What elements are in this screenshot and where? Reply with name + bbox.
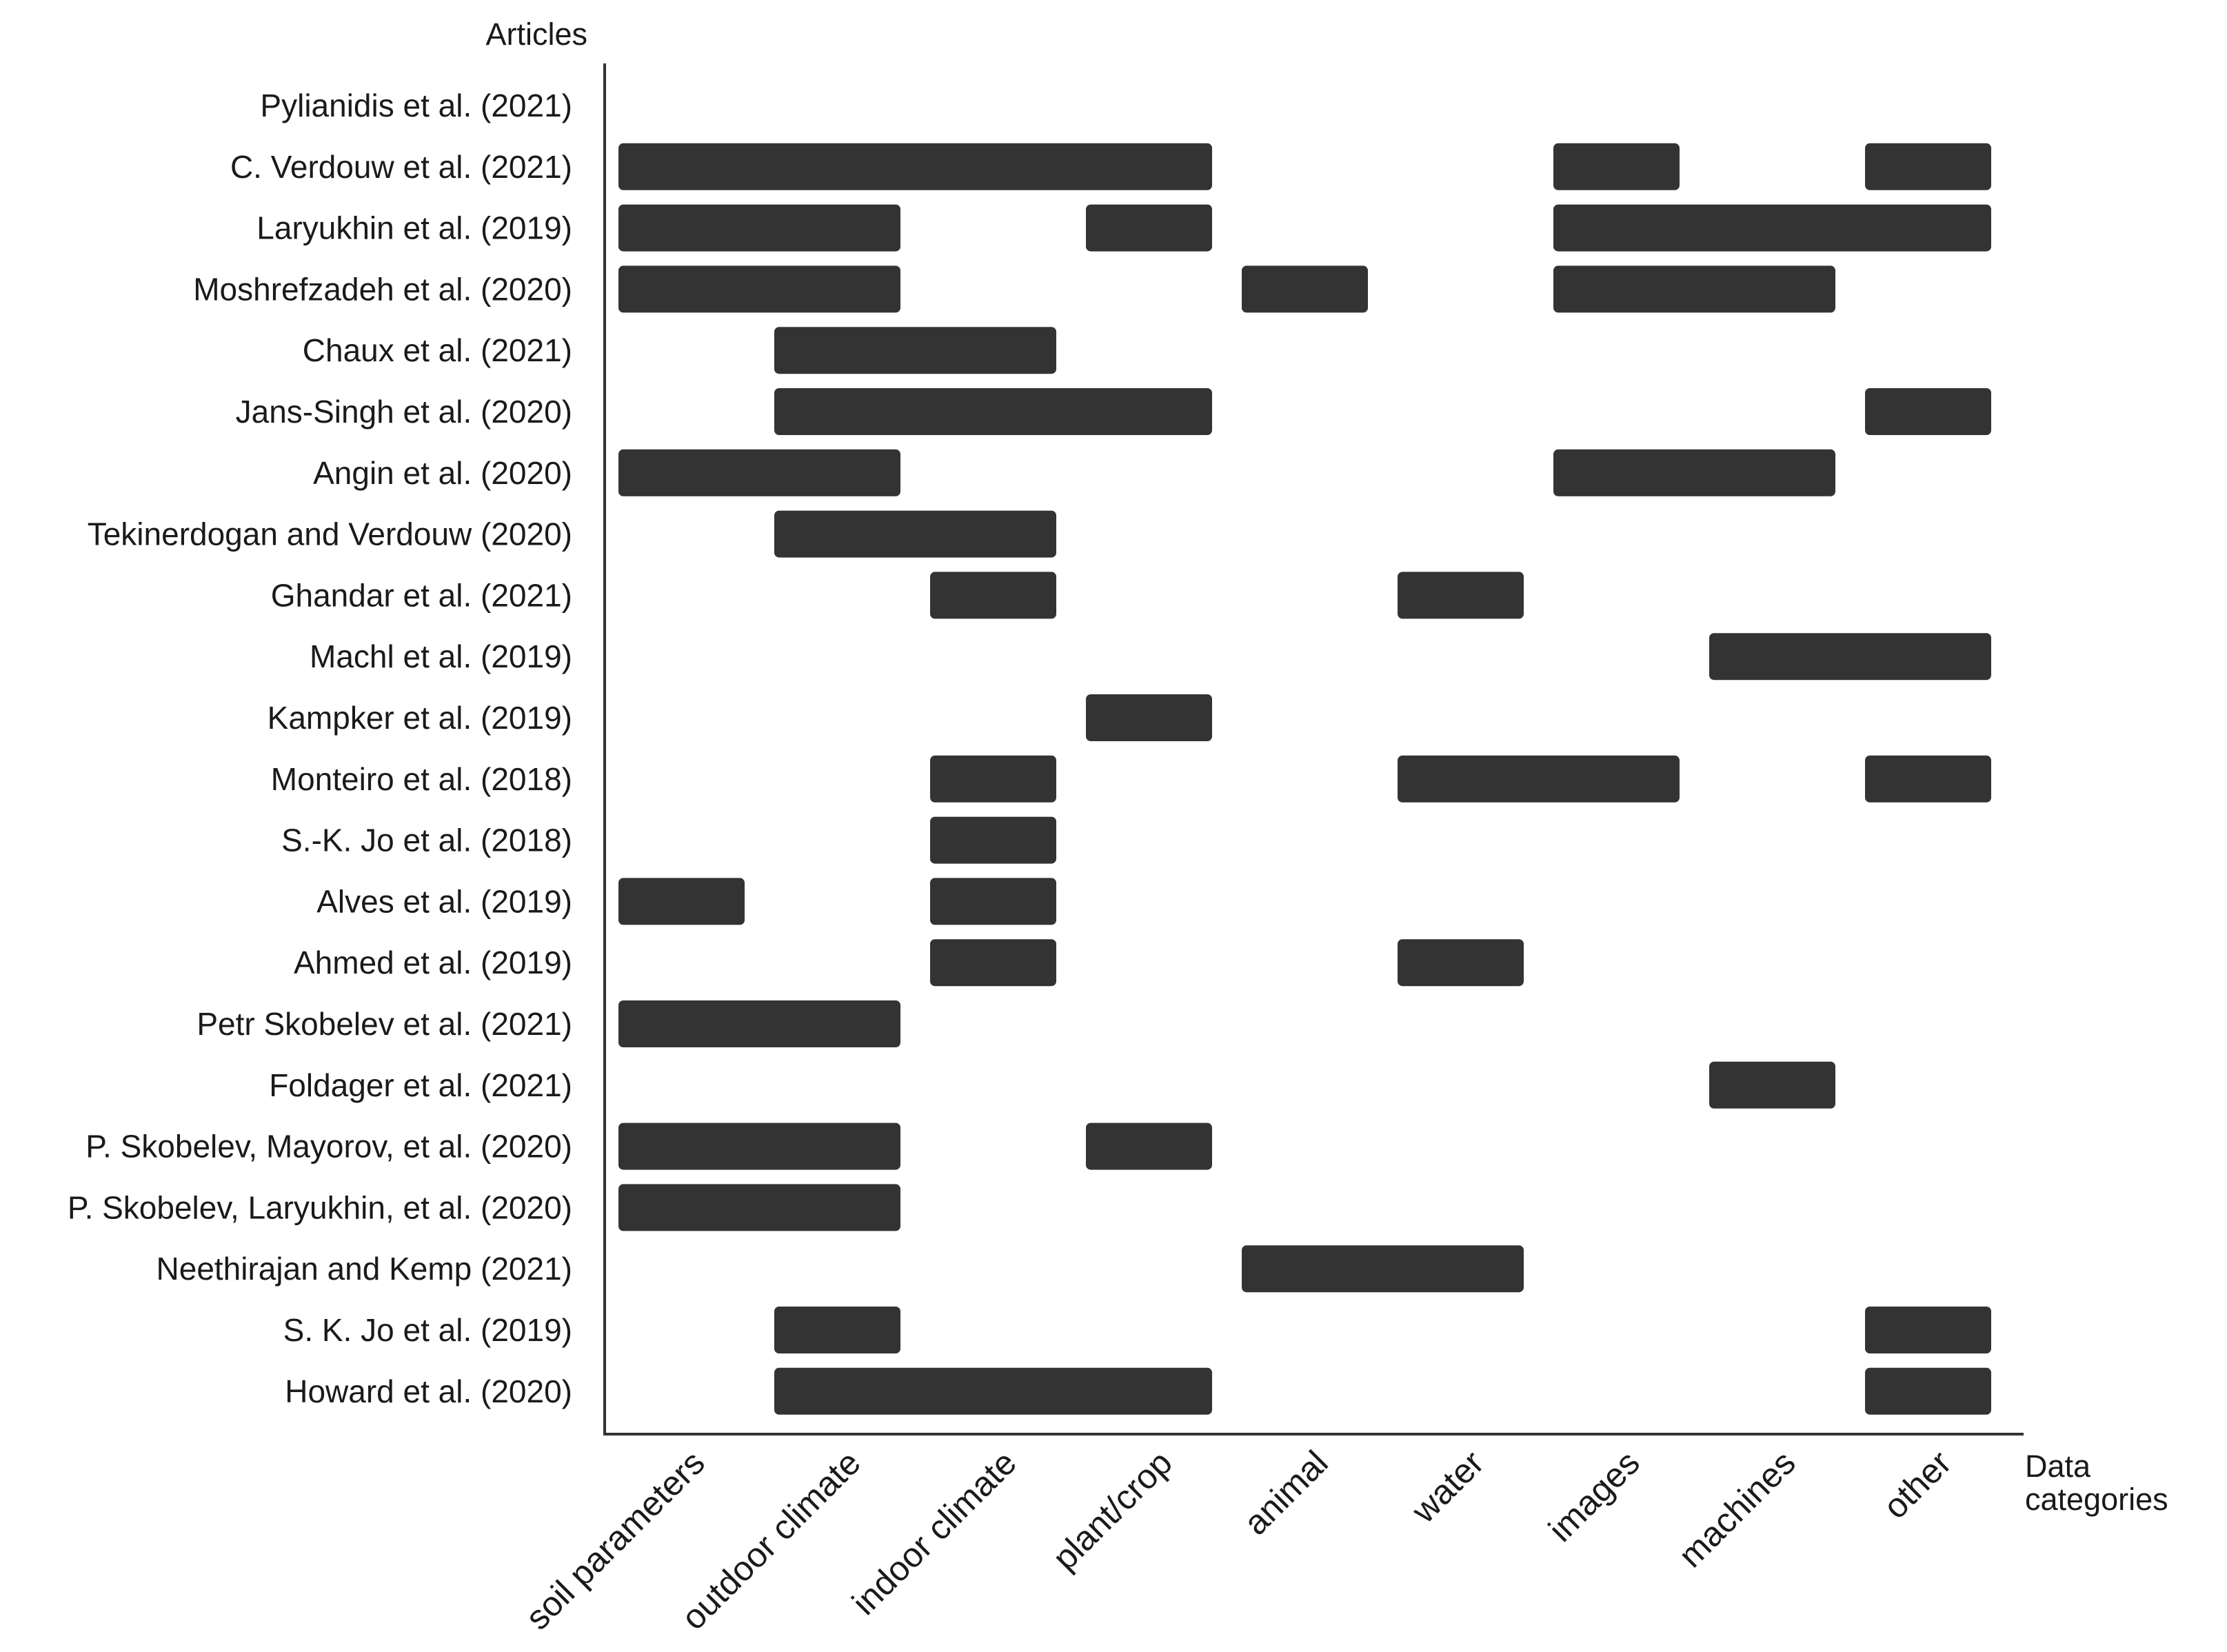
row-label-s-k-jo-et-al-2018: S.-K. Jo et al. (2018) — [281, 823, 572, 858]
row-label-neethirajan-and-kemp-2021: Neethirajan and Kemp (2021) — [157, 1251, 572, 1287]
x-axis-title: Data categories — [2025, 1449, 2168, 1517]
row-label-laryukhin-et-al-2019: Laryukhin et al. (2019) — [256, 210, 572, 246]
row-label-machl-et-al-2019: Machl et al. (2019) — [310, 638, 572, 674]
row-label-moshrefzadeh-et-al-2020: Moshrefzadeh et al. (2020) — [193, 271, 572, 307]
bar-jans-singh-et-al-2020-outdoor-climate-to-plant-crop — [774, 388, 1212, 435]
bar-chaux-et-al-2021-outdoor-climate-to-indoor-climate — [774, 327, 1056, 374]
bar-ghandar-et-al-2021-water — [1398, 572, 1524, 619]
bar-moshrefzadeh-et-al-2020-animal — [1242, 265, 1368, 313]
bar-c-verdouw-et-al-2021-images — [1553, 143, 1680, 190]
bar-monteiro-et-al-2018-indoor-climate — [930, 755, 1056, 803]
bar-machl-et-al-2019-machines-to-other — [1709, 633, 1991, 681]
bar-laryukhin-et-al-2019-soil-parameters-to-outdoor-climate — [618, 204, 900, 252]
bar-kampker-et-al-2019-plant-crop — [1086, 694, 1212, 741]
bar-angin-et-al-2020-soil-parameters-to-outdoor-climate — [618, 449, 900, 496]
row-label-alves-et-al-2019: Alves et al. (2019) — [316, 883, 572, 919]
bars-group — [618, 143, 1991, 1415]
column-label-plant-crop: plant/crop — [1045, 1443, 1180, 1578]
bar-c-verdouw-et-al-2021-soil-parameters-to-plant-crop — [618, 143, 1212, 190]
row-label-p-skobelev-mayorov-et-al-2020: P. Skobelev, Mayorov, et al. (2020) — [85, 1129, 572, 1165]
row-label-pylianidis-et-al-2021: Pylianidis et al. (2021) — [260, 88, 572, 123]
bar-moshrefzadeh-et-al-2020-soil-parameters-to-outdoor-climate — [618, 265, 900, 313]
bar-neethirajan-and-kemp-2021-animal-to-water — [1242, 1245, 1524, 1293]
column-label-animal: animal — [1236, 1443, 1336, 1542]
bar-c-verdouw-et-al-2021-other — [1865, 143, 1991, 190]
row-label-tekinerdogan-and-verdouw-2020: Tekinerdogan and Verdouw (2020) — [88, 516, 572, 552]
x-axis-title-line-2: categories — [2025, 1482, 2168, 1517]
bar-ahmed-et-al-2019-indoor-climate — [930, 939, 1056, 987]
bar-s-k-jo-et-al-2019-outdoor-climate — [774, 1307, 900, 1353]
row-label-chaux-et-al-2021: Chaux et al. (2021) — [303, 332, 572, 368]
bar-alves-et-al-2019-soil-parameters — [618, 878, 745, 925]
row-label-angin-et-al-2020: Angin et al. (2020) — [313, 455, 572, 491]
bar-laryukhin-et-al-2019-plant-crop — [1086, 204, 1212, 252]
bar-p-skobelev-mayorov-et-al-2020-plant-crop — [1086, 1122, 1212, 1170]
column-label-water: water — [1404, 1443, 1491, 1531]
bar-howard-et-al-2020-outdoor-climate-to-plant-crop — [774, 1367, 1212, 1415]
row-labels-group: Pylianidis et al. (2021) C. Verdouw et al… — [68, 88, 572, 1409]
row-label-petr-skobelev-et-al-2021: Petr Skobelev et al. (2021) — [196, 1006, 572, 1042]
bar-s-k-jo-et-al-2018-indoor-climate — [930, 816, 1056, 864]
row-label-ahmed-et-al-2019: Ahmed et al. (2019) — [294, 945, 572, 980]
row-label-ghandar-et-al-2021: Ghandar et al. (2021) — [271, 577, 572, 613]
column-label-indoor-climate: indoor climate — [845, 1443, 1024, 1622]
bar-foldager-et-al-2021-machines — [1709, 1061, 1835, 1109]
row-label-kampker-et-al-2019: Kampker et al. (2019) — [268, 700, 572, 736]
bar-s-k-jo-et-al-2019-other — [1865, 1307, 1991, 1353]
bar-howard-et-al-2020-other — [1865, 1367, 1991, 1415]
row-label-c-verdouw-et-al-2021: C. Verdouw et al. (2021) — [230, 149, 572, 185]
x-axis-title-line-1: Data — [2025, 1449, 2091, 1484]
column-label-other: other — [1876, 1443, 1959, 1526]
bar-p-skobelev-laryukhin-et-al-2020-soil-parameters-to-outdoor-climate — [618, 1184, 900, 1231]
row-label-howard-et-al-2020: Howard et al. (2020) — [285, 1373, 572, 1409]
bar-angin-et-al-2020-images-to-machines — [1553, 449, 1835, 496]
row-label-foldager-et-al-2021: Foldager et al. (2021) — [269, 1067, 572, 1103]
bar-jans-singh-et-al-2020-other — [1865, 388, 1991, 435]
bar-p-skobelev-mayorov-et-al-2020-soil-parameters-to-outdoor-climate — [618, 1122, 900, 1170]
bar-monteiro-et-al-2018-other — [1865, 755, 1991, 803]
bar-alves-et-al-2019-indoor-climate — [930, 878, 1056, 925]
row-label-monteiro-et-al-2018: Monteiro et al. (2018) — [271, 761, 572, 797]
bar-moshrefzadeh-et-al-2020-images-to-machines — [1553, 265, 1835, 313]
row-label-p-skobelev-laryukhin-et-al-2020: P. Skobelev, Laryukhin, et al. (2020) — [68, 1189, 572, 1225]
row-label-s-k-jo-et-al-2019: S. K. Jo et al. (2019) — [283, 1312, 572, 1348]
row-label-jans-singh-et-al-2020: Jans-Singh et al. (2020) — [236, 394, 572, 430]
bar-ghandar-et-al-2021-indoor-climate — [930, 572, 1056, 619]
y-axis-title: Articles — [485, 17, 587, 52]
bar-petr-skobelev-et-al-2021-soil-parameters-to-outdoor-climate — [618, 1000, 900, 1047]
column-label-machines: machines — [1671, 1443, 1803, 1575]
bar-ahmed-et-al-2019-water — [1398, 939, 1524, 987]
bar-monteiro-et-al-2018-water-to-images — [1398, 755, 1680, 803]
bar-laryukhin-et-al-2019-images-to-other — [1553, 204, 1991, 252]
column-label-images: images — [1541, 1443, 1647, 1549]
bar-tekinerdogan-and-verdouw-2020-outdoor-climate-to-indoor-climate — [774, 510, 1056, 558]
